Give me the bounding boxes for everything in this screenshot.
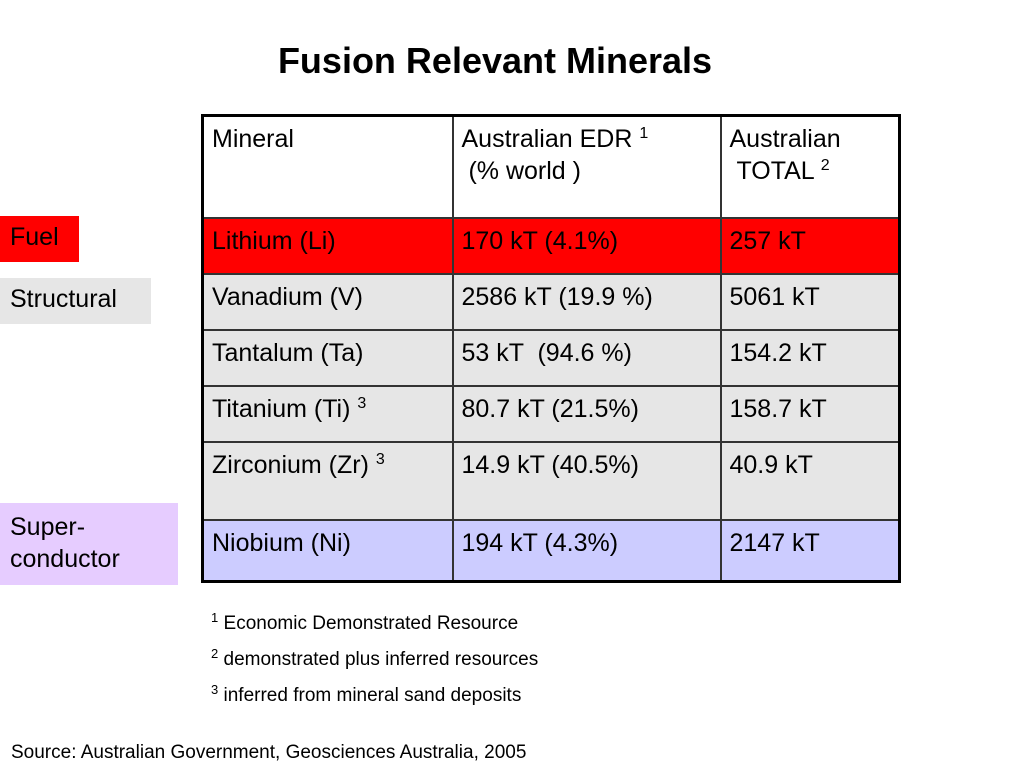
footnote: 2 demonstrated plus inferred resources <box>211 642 538 678</box>
source-citation: Source: Australian Government, Geoscienc… <box>11 742 527 763</box>
cell-edr-text: 53 kT (94.6 %) <box>461 338 632 367</box>
header-edr: Australian EDR 1 (% world ) <box>451 114 722 219</box>
header-edr-sublabel-text: (% world ) <box>468 157 581 185</box>
table-header-row: Mineral Australian EDR 1 (% world ) Aust… <box>201 114 901 219</box>
cell-mineral-footnote-mark: 3 <box>375 450 385 468</box>
header-total-label: Australian <box>729 125 841 153</box>
category-label-superconductor-line1: Super- <box>10 513 86 541</box>
footnote-mark: 1 <box>211 610 219 625</box>
cell-total: 158.7 kT <box>719 384 901 443</box>
cell-total: 2147 kT <box>719 518 901 583</box>
cell-mineral: Titanium (Ti) 3 <box>201 384 454 443</box>
cell-mineral: Lithium (Li) <box>201 216 454 275</box>
cell-total: 257 kT <box>719 216 901 275</box>
table-row: Zirconium (Zr) 3 14.9 kT (40.5%) 40.9 kT <box>201 440 901 521</box>
minerals-table: Mineral Australian EDR 1 (% world ) Aust… <box>201 114 901 583</box>
table-row: Tantalum (Ta) 53 kT (94.6 %) 154.2 kT <box>201 328 901 387</box>
cell-total: 40.9 kT <box>719 440 901 521</box>
header-edr-label: Australian EDR <box>461 125 633 153</box>
footnote: 1 Economic Demonstrated Resource <box>211 606 538 642</box>
category-tag-superconductor: Super- conductor <box>0 503 178 585</box>
footnote-mark: 2 <box>211 646 219 661</box>
cell-mineral: Zirconium (Zr) 3 <box>201 440 454 521</box>
table-row: Vanadium (V) 2586 kT (19.9 %) 5061 kT <box>201 272 901 331</box>
header-total-footnote-mark: 2 <box>820 157 830 174</box>
footnote: 3 inferred from mineral sand deposits <box>211 678 538 714</box>
cell-total: 154.2 kT <box>719 328 901 387</box>
cell-total: 5061 kT <box>719 272 901 331</box>
category-label-superconductor-line2: conductor <box>10 545 120 573</box>
cell-mineral-footnote-mark: 3 <box>357 394 367 412</box>
header-edr-footnote-mark: 1 <box>639 125 649 142</box>
cell-edr: 2586 kT (19.9 %) <box>451 272 722 331</box>
header-edr-sublabel: (% world ) <box>462 155 712 187</box>
cell-mineral: Niobium (Ni) <box>201 518 454 583</box>
cell-mineral: Vanadium (V) <box>201 272 454 331</box>
footnote-text: demonstrated plus inferred resources <box>223 649 539 670</box>
footnote-text: inferred from mineral sand deposits <box>223 685 522 706</box>
footnotes: 1 Economic Demonstrated Resource 2 demon… <box>211 606 538 714</box>
cell-edr: 80.7 kT (21.5%) <box>451 384 722 443</box>
category-label-fuel: Fuel <box>10 223 59 251</box>
cell-mineral-text: Zirconium (Zr) <box>212 450 369 479</box>
table-row: Niobium (Ni) 194 kT (4.3%) 2147 kT <box>201 518 901 583</box>
cell-mineral-text: Titanium (Ti) <box>212 394 351 423</box>
cell-edr: 170 kT (4.1%) <box>451 216 722 275</box>
category-tag-fuel: Fuel <box>0 216 79 262</box>
cell-edr: 194 kT (4.3%) <box>451 518 722 583</box>
header-mineral-label: Mineral <box>212 125 294 153</box>
cell-edr: 14.9 kT (40.5%) <box>451 440 722 521</box>
category-tag-structural: Structural <box>0 278 151 324</box>
footnote-mark: 3 <box>211 682 219 697</box>
table-row: Lithium (Li) 170 kT (4.1%) 257 kT <box>201 216 901 275</box>
cell-mineral: Tantalum (Ta) <box>201 328 454 387</box>
page-title: Fusion Relevant Minerals <box>277 40 713 81</box>
footnote-text: Economic Demonstrated Resource <box>223 613 519 634</box>
header-total-sublabel-text: TOTAL <box>736 157 814 185</box>
header-total: Australian TOTAL 2 <box>719 114 901 219</box>
category-label-structural: Structural <box>10 285 117 313</box>
header-mineral: Mineral <box>201 114 454 219</box>
header-total-sublabel: TOTAL 2 <box>730 155 891 187</box>
cell-edr: 53 kT (94.6 %) <box>451 328 722 387</box>
table-row: Titanium (Ti) 3 80.7 kT (21.5%) 158.7 kT <box>201 384 901 443</box>
